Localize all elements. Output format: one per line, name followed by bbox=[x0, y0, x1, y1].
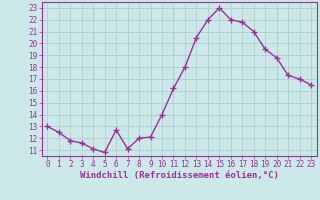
X-axis label: Windchill (Refroidissement éolien,°C): Windchill (Refroidissement éolien,°C) bbox=[80, 171, 279, 180]
